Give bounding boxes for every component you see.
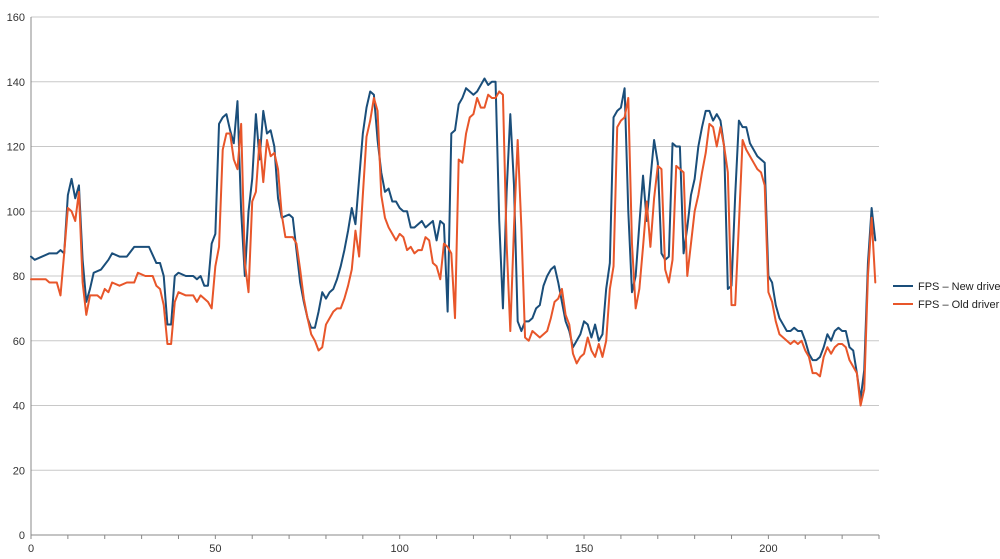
y-tick-label: 160 xyxy=(7,12,25,24)
y-tick-label: 80 xyxy=(13,271,25,283)
legend: FPS – New driver FPS – Old driver xyxy=(893,281,1000,311)
series-line-old-driver xyxy=(30,90,877,407)
series-line-new-driver xyxy=(30,77,877,401)
y-tick-label: 20 xyxy=(13,465,25,477)
x-tick-label: 50 xyxy=(209,543,221,555)
x-tick-label: 100 xyxy=(391,543,409,555)
axes: 0 20 40 60 80 100 120 140 160 0 50 100 150 200 xyxy=(7,12,880,555)
series-lines xyxy=(30,77,877,407)
y-tick-label: 40 xyxy=(13,401,25,413)
y-tick-label: 0 xyxy=(19,530,25,542)
y-tick-label: 60 xyxy=(13,336,25,348)
y-tick-label: 100 xyxy=(7,206,25,218)
x-tick-label: 0 xyxy=(28,543,34,555)
x-tick-label: 150 xyxy=(575,543,593,555)
y-tick-label: 140 xyxy=(7,77,25,89)
x-tick-label: 200 xyxy=(759,543,777,555)
legend-label: FPS – New driver xyxy=(918,281,1000,293)
legend-label: FPS – Old driver xyxy=(918,299,1000,311)
y-tick-label: 120 xyxy=(7,142,25,154)
